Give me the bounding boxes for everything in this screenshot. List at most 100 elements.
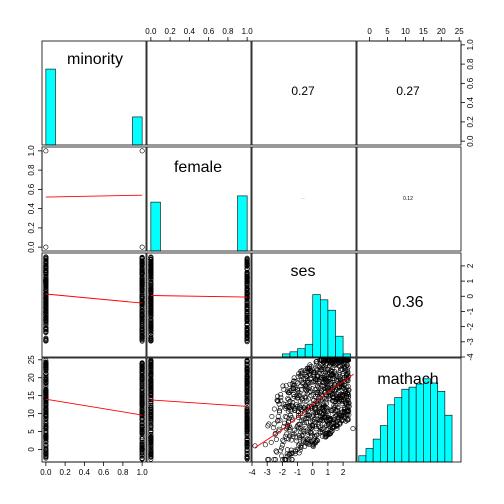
scatter-point [148, 395, 154, 401]
scatter-point [292, 447, 298, 453]
scatter-point [295, 415, 301, 421]
scatter-point [148, 285, 154, 291]
scatter-point [275, 418, 281, 424]
tick-label-x-minority: 0.0 [40, 468, 52, 477]
scatter-point [244, 431, 250, 437]
scatter-point [321, 411, 327, 417]
scatter-point [148, 362, 154, 368]
scatter-point [139, 441, 145, 447]
scatter-point [297, 411, 303, 417]
scatter-point [43, 401, 49, 407]
tick-label-y-female: 1.0 [27, 145, 36, 157]
scatter-point [244, 287, 250, 293]
scatter-point [43, 148, 49, 154]
tick-label-x-ses: 1 [326, 468, 331, 477]
scatter-point [318, 388, 324, 394]
scatter-point [244, 427, 250, 433]
scatter-point [148, 283, 154, 289]
scatter-point [148, 288, 154, 294]
scatter-point [344, 370, 350, 376]
scatter-point [43, 379, 49, 385]
scatter-point [327, 392, 333, 398]
scatter-point [298, 383, 304, 389]
scatter-point [139, 260, 145, 266]
hist-bar-mathach [415, 383, 424, 463]
scatter-point [244, 299, 250, 305]
scatter-point [139, 402, 145, 408]
scatter-point [277, 448, 283, 454]
panel-frame-ses-ses [251, 252, 357, 358]
labels-layer: minority female ses mathach 0.27 0.27 ..… [27, 27, 475, 477]
scatter-point [43, 313, 49, 319]
scatter-point [331, 424, 337, 430]
scatter-point [244, 395, 250, 401]
scatter-point [244, 335, 250, 341]
scatter-point [139, 426, 145, 432]
hist-bar-ses [335, 335, 344, 358]
scatter-point [295, 380, 301, 386]
tick-label-y-ses: -4 [466, 353, 475, 361]
scatter-point [244, 380, 250, 386]
scatter-point [320, 376, 326, 382]
tick-label-y-ses: 1 [466, 278, 475, 283]
hist-bar-mathach [387, 404, 395, 463]
scatter-point [148, 359, 154, 365]
scatter-point [284, 435, 290, 441]
hist-bar-ses [312, 294, 321, 358]
scatter-point [279, 445, 285, 451]
scatter-point [148, 326, 154, 332]
scatter-point [327, 431, 333, 437]
scatter-point [314, 432, 320, 438]
scatter-point [139, 447, 145, 453]
tick-label-y-ses: 2 [466, 263, 475, 268]
scatter-point [148, 337, 154, 343]
fit-line-minority-ses [45, 293, 143, 304]
scatter-point [139, 450, 145, 456]
scatter-point [43, 374, 49, 380]
scatter-point [339, 392, 345, 398]
scatter-point [139, 279, 145, 285]
scatter-point [301, 428, 307, 434]
scatter-point [323, 400, 329, 406]
tick-label-y-mathach: 10 [27, 409, 36, 418]
scatter-point [244, 362, 250, 368]
scatter-point [43, 294, 49, 300]
scatter-point [148, 313, 154, 319]
scatter-point [43, 277, 49, 283]
scatter-point [139, 368, 145, 374]
scatter-point [244, 414, 250, 420]
panel-frame-minority-minority [41, 40, 147, 146]
scatter-point [148, 361, 154, 367]
scatter-point [43, 423, 49, 429]
scatter-point [289, 450, 295, 456]
tick-label-y-ses: -3 [466, 338, 475, 346]
scatter-point [296, 421, 302, 427]
scatter-point [344, 391, 350, 397]
scatter-point [244, 411, 250, 417]
scatter-point [285, 419, 291, 425]
scatter-point [278, 392, 284, 398]
scatter-point [315, 416, 321, 422]
scatter-point [298, 386, 304, 392]
scatter-point [318, 375, 324, 381]
scatter-point [271, 421, 277, 427]
scatter-point [303, 383, 309, 389]
scatter-point [139, 148, 145, 154]
scatter-point [320, 412, 326, 418]
scatter-point [244, 308, 250, 314]
hist-bar-minority [45, 68, 56, 146]
scatter-point [43, 268, 49, 274]
scatter-point [322, 405, 328, 411]
scatter-point [299, 417, 305, 423]
scatter-point [43, 418, 49, 424]
scatter-point [298, 442, 304, 448]
scatter-point [325, 408, 331, 414]
hist-bar-ses [297, 348, 306, 358]
hist-bar-mathach [408, 386, 417, 463]
scatter-point [328, 407, 334, 413]
hist-bar-ses [342, 353, 351, 358]
scatter-point [43, 407, 49, 413]
tick-label-x-female: 1.0 [242, 27, 254, 36]
scatter-point [307, 388, 313, 394]
scatter-point [312, 410, 318, 416]
